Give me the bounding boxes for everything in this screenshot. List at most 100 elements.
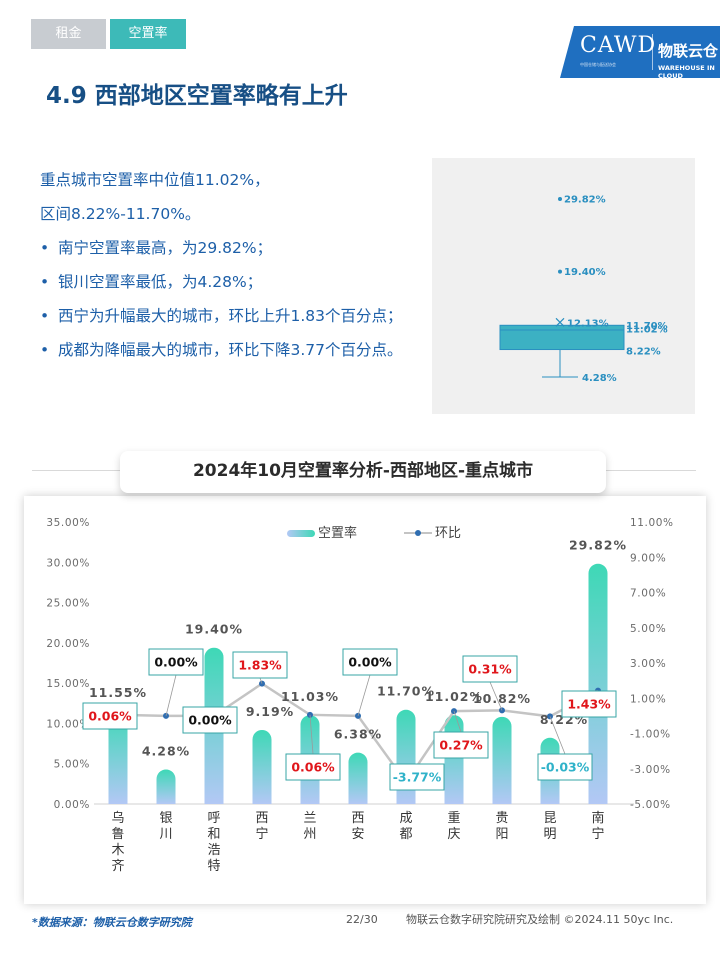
bar	[492, 716, 512, 804]
bar-value-label: 29.82%	[569, 538, 627, 553]
logo-cawd-text: CAWD	[580, 33, 657, 58]
tab-vacancy-rate[interactable]: 空置率	[110, 19, 186, 49]
bar-value-label: 9.19%	[246, 704, 294, 719]
left-axis-tick-label: 5.00%	[54, 759, 90, 771]
left-axis-tick-label: 0.00%	[54, 799, 90, 811]
boxplot-median-label: 11.02%	[626, 325, 668, 336]
cawd-logo: CAWD 中国仓储与配送协会 物联云仓 WAREHOUSE IN CLOUD	[560, 26, 720, 78]
chart-panel: 0.00% 5.00% 10.00% 15.00% 20.00% 25.00% 30.00%…	[24, 496, 706, 904]
bar	[444, 715, 464, 804]
category-label: 南宁	[591, 810, 604, 842]
mom-value-label: 0.00%	[154, 655, 198, 670]
mom-leader-line	[357, 674, 371, 716]
mom-leader-line	[549, 716, 566, 755]
right-axis-tick-label: 9.00%	[630, 552, 666, 564]
bar	[108, 710, 128, 804]
left-axis-tick-label: 35.00%	[46, 517, 90, 529]
mom-leader-line	[165, 674, 177, 716]
mom-label-box	[561, 690, 617, 718]
data-source: *数据来源：物联云仓数字研究院	[32, 916, 192, 929]
tab-rent[interactable]: 租金	[31, 19, 106, 49]
bar-value-label: 11.03%	[281, 689, 339, 704]
left-axis-tick-label: 15.00%	[46, 678, 90, 690]
right-axis-tick-label: 11.00%	[630, 517, 674, 529]
bar-value-label: 4.28%	[142, 744, 190, 759]
mom-leader-line	[309, 714, 314, 755]
left-axis-tick-label: 25.00%	[46, 598, 90, 610]
category-label: 西安	[351, 811, 364, 842]
boxplot-chart: 29.82% 19.40% 12.13% 11.70%11.02% 8.22% 4.28%	[499, 194, 668, 384]
boxplot-mean-label: 12.13%	[567, 318, 609, 329]
summary-bullet: 成都为降幅最大的城市，环比下降3.77个百分点。	[40, 333, 430, 367]
mom-label-box	[182, 706, 238, 734]
mom-value-label: -0.03%	[541, 760, 590, 775]
summary-bullets: 南宁空置率最高，为29.82%； 银川空置率最低，为4.28%； 西宁为升幅最大…	[40, 231, 430, 367]
page-title: 4.9 西部地区空置率略有上升	[46, 83, 348, 109]
mom-value-label: 1.43%	[567, 697, 611, 712]
right-axis-tick-label: -5.00%	[630, 799, 671, 811]
mom-value-label: 0.31%	[468, 662, 512, 677]
bar-value-label: 11.02%	[425, 689, 483, 704]
boxplot-outlier-label: 19.40%	[564, 267, 606, 278]
summary-line: 区间8.22%-11.70%。	[40, 205, 201, 223]
mom-label-box	[537, 753, 593, 781]
mom-value-label: 0.27%	[439, 738, 483, 753]
legend-line-label: 环比	[435, 526, 461, 541]
chart-title: 2024年10月空置率分析-西部地区-重点城市	[120, 451, 606, 493]
left-axis-tick-label: 30.00%	[46, 557, 90, 569]
mom-label-box	[285, 753, 341, 781]
bar	[252, 729, 272, 804]
category-label: 呼和浩特	[207, 811, 220, 874]
mom-value-label: 1.83%	[238, 658, 282, 673]
mom-leader-line	[259, 677, 263, 684]
category-label: 昆明	[543, 811, 556, 842]
boxplot-q1-label: 8.22%	[626, 347, 661, 358]
mom-value-label: 0.00%	[188, 713, 232, 728]
mom-label-box	[433, 731, 489, 759]
category-label: 银川	[159, 811, 172, 842]
mom-value-label: 0.06%	[291, 760, 335, 775]
bar-value-label: 11.55%	[89, 685, 147, 700]
summary-text: 重点城市空置率中位值11.02%， 区间8.22%-11.70%。 南宁空置率最…	[40, 163, 430, 367]
left-axis-tick-label: 20.00%	[46, 638, 90, 650]
legend-bar-label: 空置率	[318, 525, 357, 541]
mom-value-label: 0.06%	[88, 709, 132, 724]
category-label: 成都	[399, 811, 412, 842]
right-axis-tick-label: 5.00%	[630, 623, 666, 635]
summary-bullet: 西宁为升幅最大的城市，环比上升1.83个百分点；	[40, 299, 430, 333]
right-axis-tick-label: 1.00%	[630, 693, 666, 705]
category-label: 重庆	[447, 810, 460, 842]
category-label: 西宁	[255, 811, 268, 842]
bar-value-label: 11.70%	[377, 684, 435, 699]
page-number: 22/30	[346, 913, 378, 926]
summary-bullet: 银川空置率最低，为4.28%；	[40, 265, 430, 299]
bar	[348, 752, 368, 804]
mom-label-box	[342, 648, 398, 676]
mom-label-box	[232, 651, 288, 679]
boxplot-panel: 29.82% 19.40% 12.13% 11.70% 11.02% 8.22% 4.28%	[432, 158, 695, 414]
mom-label-box	[389, 763, 445, 791]
bar-value-label: 19.40%	[185, 622, 243, 637]
category-label: 贵阳	[495, 811, 508, 842]
category-label: 乌鲁木齐	[111, 810, 124, 874]
boxplot-box	[499, 324, 625, 351]
right-axis-tick-label: -3.00%	[630, 764, 671, 776]
mom-leader-line	[453, 710, 462, 733]
mom-value-label: 0.00%	[348, 655, 392, 670]
category-label: 兰州	[303, 811, 316, 842]
legend-bar-swatch	[287, 530, 315, 537]
boxplot-outlier-label: 29.82%	[564, 194, 606, 205]
legend-line-marker	[415, 530, 421, 536]
bar-value-label: 10.82%	[473, 691, 531, 706]
bar	[156, 769, 176, 804]
logo-brand-text: 物联云仓	[658, 42, 719, 60]
boxplot-outlier	[558, 269, 562, 274]
bar-value-label: 6.38%	[334, 727, 382, 742]
right-axis-tick-label: -1.00%	[630, 729, 671, 741]
summary-line: 重点城市空置率中位值11.02%，	[40, 171, 270, 189]
mom-label-box	[462, 655, 518, 683]
mom-leader-line	[489, 681, 503, 711]
right-axis-tick-label: 3.00%	[630, 658, 666, 670]
mom-value-label: -3.77%	[393, 770, 442, 785]
boxplot-outlier	[558, 196, 562, 201]
